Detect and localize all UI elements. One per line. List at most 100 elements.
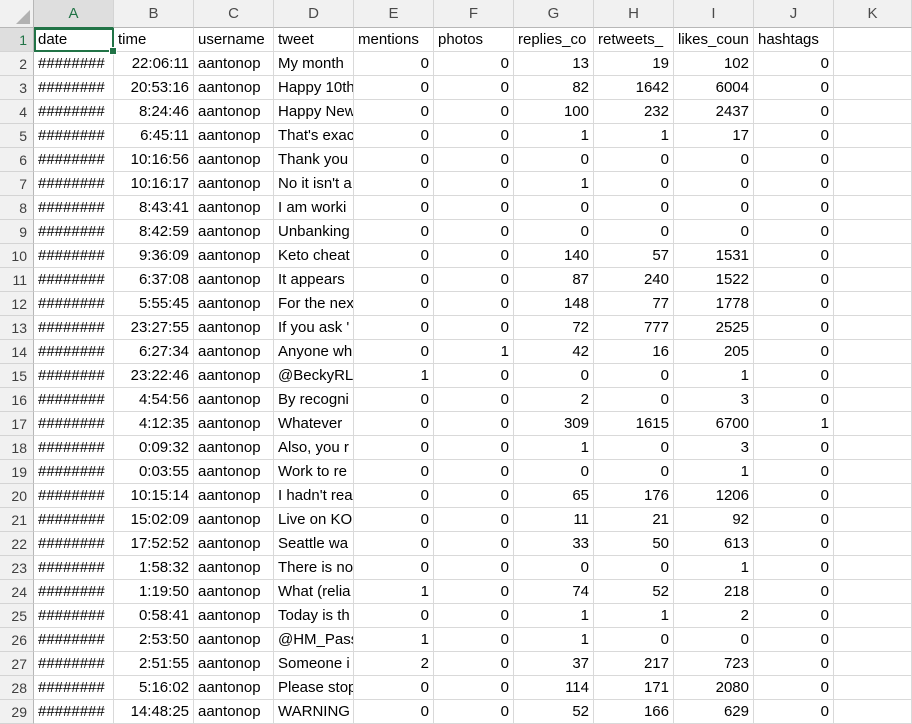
cell-D2[interactable]: My month <box>274 52 354 76</box>
row-header-23[interactable]: 23 <box>0 556 34 580</box>
cell-D20[interactable]: I hadn't rea <box>274 484 354 508</box>
cell-K17[interactable] <box>834 412 912 436</box>
cell-F12[interactable]: 0 <box>434 292 514 316</box>
cell-E22[interactable]: 0 <box>354 532 434 556</box>
cell-F19[interactable]: 0 <box>434 460 514 484</box>
cell-C7[interactable]: aantonop <box>194 172 274 196</box>
column-header-J[interactable]: J <box>754 0 834 28</box>
cell-H4[interactable]: 232 <box>594 100 674 124</box>
cell-J5[interactable]: 0 <box>754 124 834 148</box>
cell-H3[interactable]: 1642 <box>594 76 674 100</box>
row-header-15[interactable]: 15 <box>0 364 34 388</box>
cell-E14[interactable]: 0 <box>354 340 434 364</box>
header-cell-B1[interactable]: time <box>114 28 194 52</box>
cell-A3[interactable]: ######## <box>34 76 114 100</box>
cell-B22[interactable]: 17:52:52 <box>114 532 194 556</box>
cell-H12[interactable]: 77 <box>594 292 674 316</box>
cell-B17[interactable]: 4:12:35 <box>114 412 194 436</box>
cell-F23[interactable]: 0 <box>434 556 514 580</box>
cell-G10[interactable]: 140 <box>514 244 594 268</box>
cell-D25[interactable]: Today is th <box>274 604 354 628</box>
cell-D22[interactable]: Seattle wa <box>274 532 354 556</box>
cell-B3[interactable]: 20:53:16 <box>114 76 194 100</box>
cell-J29[interactable]: 0 <box>754 700 834 724</box>
row-header-10[interactable]: 10 <box>0 244 34 268</box>
selection-fill-handle[interactable] <box>109 47 117 55</box>
cell-E11[interactable]: 0 <box>354 268 434 292</box>
cell-D9[interactable]: Unbanking <box>274 220 354 244</box>
cell-F5[interactable]: 0 <box>434 124 514 148</box>
cell-H15[interactable]: 0 <box>594 364 674 388</box>
row-header-12[interactable]: 12 <box>0 292 34 316</box>
cell-H25[interactable]: 1 <box>594 604 674 628</box>
cell-E21[interactable]: 0 <box>354 508 434 532</box>
cell-D19[interactable]: Work to re <box>274 460 354 484</box>
cell-A19[interactable]: ######## <box>34 460 114 484</box>
cell-E24[interactable]: 1 <box>354 580 434 604</box>
select-all-corner[interactable] <box>0 0 34 28</box>
cell-G5[interactable]: 1 <box>514 124 594 148</box>
cell-A6[interactable]: ######## <box>34 148 114 172</box>
cell-I11[interactable]: 1522 <box>674 268 754 292</box>
cell-A4[interactable]: ######## <box>34 100 114 124</box>
cell-C9[interactable]: aantonop <box>194 220 274 244</box>
row-header-13[interactable]: 13 <box>0 316 34 340</box>
cell-B23[interactable]: 1:58:32 <box>114 556 194 580</box>
cell-J26[interactable]: 0 <box>754 628 834 652</box>
cell-B24[interactable]: 1:19:50 <box>114 580 194 604</box>
cell-J7[interactable]: 0 <box>754 172 834 196</box>
cell-F7[interactable]: 0 <box>434 172 514 196</box>
column-header-E[interactable]: E <box>354 0 434 28</box>
cell-C2[interactable]: aantonop <box>194 52 274 76</box>
cell-C21[interactable]: aantonop <box>194 508 274 532</box>
cell-K22[interactable] <box>834 532 912 556</box>
cell-K24[interactable] <box>834 580 912 604</box>
cell-K13[interactable] <box>834 316 912 340</box>
cell-H18[interactable]: 0 <box>594 436 674 460</box>
cell-E16[interactable]: 0 <box>354 388 434 412</box>
cell-F11[interactable]: 0 <box>434 268 514 292</box>
cell-D10[interactable]: Keto cheat <box>274 244 354 268</box>
cell-C27[interactable]: aantonop <box>194 652 274 676</box>
cell-F8[interactable]: 0 <box>434 196 514 220</box>
cell-G26[interactable]: 1 <box>514 628 594 652</box>
cell-C8[interactable]: aantonop <box>194 196 274 220</box>
cell-A21[interactable]: ######## <box>34 508 114 532</box>
cell-H7[interactable]: 0 <box>594 172 674 196</box>
cell-K14[interactable] <box>834 340 912 364</box>
cell-H27[interactable]: 217 <box>594 652 674 676</box>
cell-B21[interactable]: 15:02:09 <box>114 508 194 532</box>
cell-F9[interactable]: 0 <box>434 220 514 244</box>
cell-F20[interactable]: 0 <box>434 484 514 508</box>
cell-G24[interactable]: 74 <box>514 580 594 604</box>
cell-K21[interactable] <box>834 508 912 532</box>
cell-E10[interactable]: 0 <box>354 244 434 268</box>
cell-I13[interactable]: 2525 <box>674 316 754 340</box>
row-header-18[interactable]: 18 <box>0 436 34 460</box>
cell-B9[interactable]: 8:42:59 <box>114 220 194 244</box>
cell-H6[interactable]: 0 <box>594 148 674 172</box>
cell-F21[interactable]: 0 <box>434 508 514 532</box>
cell-H8[interactable]: 0 <box>594 196 674 220</box>
cell-H10[interactable]: 57 <box>594 244 674 268</box>
cell-D6[interactable]: Thank you <box>274 148 354 172</box>
cell-C16[interactable]: aantonop <box>194 388 274 412</box>
cell-E3[interactable]: 0 <box>354 76 434 100</box>
cell-J24[interactable]: 0 <box>754 580 834 604</box>
cell-H20[interactable]: 176 <box>594 484 674 508</box>
row-header-26[interactable]: 26 <box>0 628 34 652</box>
cell-B8[interactable]: 8:43:41 <box>114 196 194 220</box>
cell-F2[interactable]: 0 <box>434 52 514 76</box>
row-header-1[interactable]: 1 <box>0 28 34 52</box>
column-header-H[interactable]: H <box>594 0 674 28</box>
row-header-16[interactable]: 16 <box>0 388 34 412</box>
header-cell-E1[interactable]: mentions <box>354 28 434 52</box>
cell-J6[interactable]: 0 <box>754 148 834 172</box>
cell-A9[interactable]: ######## <box>34 220 114 244</box>
cell-I10[interactable]: 1531 <box>674 244 754 268</box>
cell-H23[interactable]: 0 <box>594 556 674 580</box>
cell-C14[interactable]: aantonop <box>194 340 274 364</box>
cell-K28[interactable] <box>834 676 912 700</box>
cell-E20[interactable]: 0 <box>354 484 434 508</box>
cell-I23[interactable]: 1 <box>674 556 754 580</box>
